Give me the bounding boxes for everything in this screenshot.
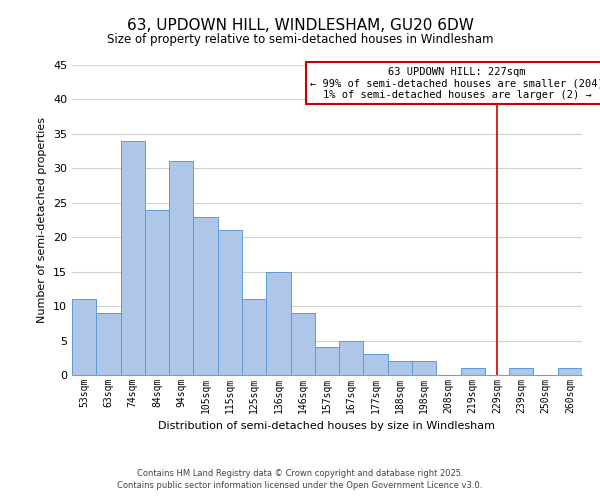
Bar xyxy=(121,141,145,375)
Bar xyxy=(193,216,218,375)
Bar xyxy=(96,313,121,375)
Y-axis label: Number of semi-detached properties: Number of semi-detached properties xyxy=(37,117,47,323)
Text: 63 UPDOWN HILL: 227sqm
← 99% of semi-detached houses are smaller (204)
1% of sem: 63 UPDOWN HILL: 227sqm ← 99% of semi-det… xyxy=(310,66,600,100)
Text: Contains HM Land Registry data © Crown copyright and database right 2025.
Contai: Contains HM Land Registry data © Crown c… xyxy=(118,468,482,490)
Bar xyxy=(509,368,533,375)
Bar xyxy=(266,272,290,375)
Bar xyxy=(315,348,339,375)
Bar xyxy=(145,210,169,375)
Text: Size of property relative to semi-detached houses in Windlesham: Size of property relative to semi-detach… xyxy=(107,32,493,46)
Bar xyxy=(364,354,388,375)
X-axis label: Distribution of semi-detached houses by size in Windlesham: Distribution of semi-detached houses by … xyxy=(158,422,496,432)
Bar xyxy=(169,162,193,375)
Bar xyxy=(339,340,364,375)
Bar xyxy=(412,361,436,375)
Bar xyxy=(558,368,582,375)
Bar xyxy=(388,361,412,375)
Bar xyxy=(290,313,315,375)
Bar xyxy=(218,230,242,375)
Bar xyxy=(461,368,485,375)
Text: 63, UPDOWN HILL, WINDLESHAM, GU20 6DW: 63, UPDOWN HILL, WINDLESHAM, GU20 6DW xyxy=(127,18,473,32)
Bar xyxy=(72,299,96,375)
Bar xyxy=(242,299,266,375)
